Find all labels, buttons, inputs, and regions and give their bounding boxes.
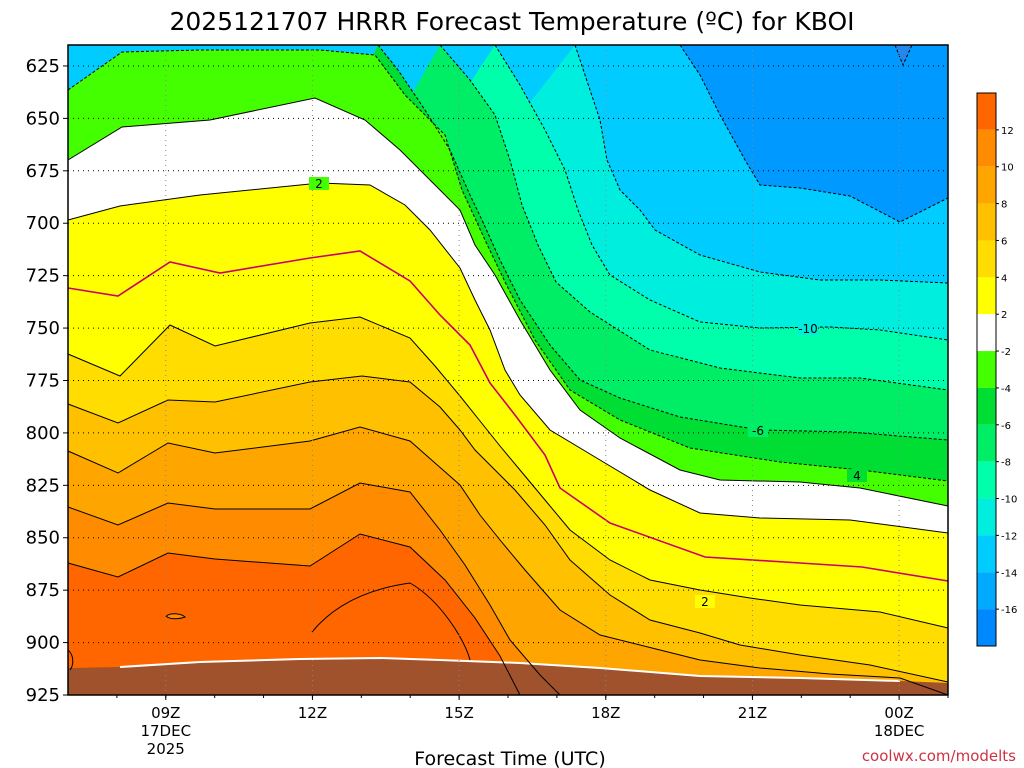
- ytick-label: 800: [26, 423, 60, 444]
- xtick-label: 21Z: [738, 704, 767, 722]
- chart-title: 2025121707 HRRR Forecast Temperature (ºC…: [169, 7, 854, 36]
- colorbar-label: 12: [1001, 126, 1014, 137]
- contour-label: 2: [315, 177, 323, 191]
- isotherm-m4: [377, 44, 949, 441]
- isotherm-z0: [67, 250, 949, 582]
- colorbar-swatch: [977, 93, 996, 130]
- ytick-label: 900: [26, 633, 60, 654]
- colorbar: 12 10 8 6 4 2 -2 -4 -6 -8 -10 -12 -14 -16: [976, 92, 1017, 647]
- ytick-label: 825: [26, 475, 60, 496]
- colorbar-label: -6: [1001, 421, 1011, 432]
- contour-label: -6: [752, 424, 764, 438]
- fill-small-pocket: [165, 613, 186, 620]
- contour-label-bg: [695, 595, 715, 608]
- contour-label: 2: [701, 595, 709, 609]
- colorbar-label: 6: [1001, 236, 1007, 247]
- isotherm-p10: [67, 426, 949, 696]
- isotherm-m14: [894, 44, 913, 67]
- colorbar-swatch: [977, 609, 996, 646]
- ytick-label: 650: [26, 108, 60, 129]
- isotherm-p2: [67, 97, 949, 507]
- ytick-label: 875: [26, 580, 60, 601]
- contour-label: 4: [853, 469, 861, 483]
- contour-label: -10: [798, 322, 818, 336]
- colorbar-label: -14: [1001, 568, 1017, 579]
- xtick-label: 00Z: [884, 704, 913, 722]
- colorbar-swatch: [977, 461, 996, 499]
- colorbar-label: -16: [1001, 605, 1017, 616]
- contour-labels: 2 2 -10 -6 4: [309, 177, 867, 609]
- isotherm-p12: [67, 482, 948, 696]
- fill-m12-to-m14: [680, 45, 948, 222]
- ytick-label: 725: [26, 266, 60, 287]
- contour-label-bg: [847, 469, 867, 482]
- isotherm-p14: [67, 533, 948, 696]
- colorbar-frame: [976, 92, 997, 647]
- colorbar-swatch: [977, 535, 996, 573]
- ytick-label: 850: [26, 528, 60, 549]
- ytick-label: 775: [26, 370, 60, 391]
- xtick-label: 12Z: [298, 704, 327, 722]
- colorbar-label: -10: [1001, 495, 1017, 506]
- xtick-date: 18DEC: [874, 722, 925, 740]
- isotherm-m12: [679, 44, 949, 223]
- colorbar-label: 4: [1001, 273, 1007, 284]
- contour-label-bg: [798, 322, 818, 335]
- colorbar-swatch: [977, 129, 996, 167]
- colorbar-swatch: [977, 277, 996, 315]
- y-axis: 625 650 675 700 725 750 775 800 825 850 875 900 925: [26, 56, 68, 706]
- ground-edge: [119, 656, 901, 682]
- xtick-label: 18Z: [591, 704, 620, 722]
- colorbar-swatch: [977, 387, 996, 425]
- colorbar-swatch: [977, 314, 996, 352]
- contour-label-bg: [309, 177, 329, 190]
- isotherm-m8: [494, 44, 949, 341]
- isotherm-edge-left: [67, 649, 74, 671]
- colorbar-label: -8: [1001, 458, 1011, 469]
- grid-lines: [68, 45, 948, 696]
- isotherm-m10: [574, 44, 949, 284]
- ground-terrain: [68, 658, 948, 695]
- contour-label-bg: [748, 424, 768, 437]
- colorbar-label: -4: [1001, 384, 1011, 395]
- contour-lines: [67, 44, 949, 696]
- isotherm-core: [311, 582, 471, 661]
- temperature-fills: [68, 45, 948, 695]
- xtick-year: 2025: [147, 740, 185, 758]
- ytick-label: 750: [26, 318, 60, 339]
- colorbar-label: 8: [1001, 200, 1007, 211]
- colorbar-label: -12: [1001, 531, 1017, 542]
- colorbar-swatch: [977, 166, 996, 204]
- ground-fill: [68, 656, 948, 695]
- isotherm-m6: [439, 44, 949, 391]
- colorbar-swatch: [977, 351, 996, 388]
- ytick-label: 925: [26, 685, 60, 706]
- isotherm-m2: [67, 49, 949, 482]
- isotherm-p6: [67, 316, 949, 629]
- xtick-date: 17DEC: [140, 722, 191, 740]
- colorbar-label: 2: [1001, 310, 1007, 321]
- colorbar-swatch: [977, 240, 996, 278]
- x-axis-title: Forecast Time (UTC): [414, 748, 605, 768]
- ytick-label: 675: [26, 161, 60, 182]
- colorbar-swatch: [977, 203, 996, 241]
- xtick-label: 09Z: [151, 704, 180, 722]
- xtick-label: 15Z: [444, 704, 473, 722]
- isotherm-p8: [67, 375, 949, 683]
- fill-warm-core: [312, 583, 470, 672]
- colorbar-label: -2: [1001, 347, 1011, 358]
- colorbar-swatch: [977, 424, 996, 462]
- credit-text: coolwx.com/modelts: [862, 747, 1016, 765]
- fill-12-to-14: [68, 534, 948, 695]
- ytick-label: 625: [26, 56, 60, 77]
- ytick-label: 700: [26, 213, 60, 234]
- colorbar-swatch: [977, 498, 996, 536]
- colorbar-label: 10: [1001, 163, 1014, 174]
- colorbar-swatch: [977, 572, 996, 610]
